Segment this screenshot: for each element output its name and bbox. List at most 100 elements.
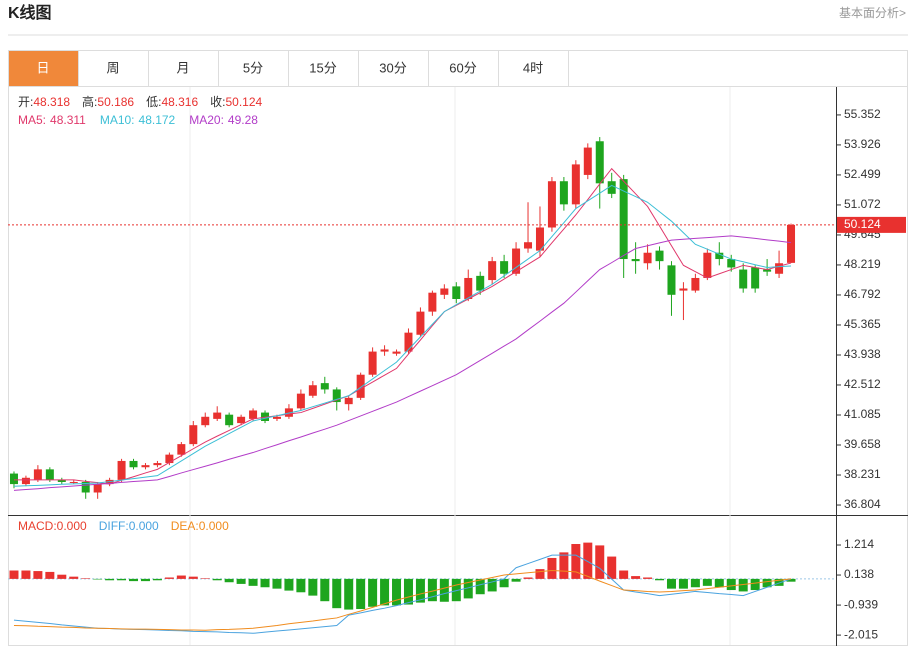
macd-bar [284, 578, 294, 591]
ohlc-value: 48.318 [33, 95, 70, 109]
candle-body [703, 252, 712, 278]
candle-body [679, 288, 688, 291]
candle-body [320, 383, 329, 390]
macd-bar [607, 556, 617, 579]
candle-body [392, 351, 401, 354]
macd-bar [188, 576, 198, 579]
macd-bar [33, 571, 43, 579]
macd-line [13, 554, 792, 634]
candle-body [117, 460, 126, 480]
y-tick-label: 52.499 [844, 167, 881, 181]
macd-bar [81, 578, 91, 579]
macd-bar [356, 578, 366, 610]
macd-bar [117, 578, 127, 581]
candle-body [547, 181, 556, 228]
ma-line [13, 184, 792, 487]
legend-value: 0.000 [199, 519, 229, 533]
candle-body [225, 414, 234, 426]
macd-bar [631, 576, 641, 579]
candle-body [332, 389, 341, 403]
legend-value: 49.28 [228, 113, 258, 127]
tab[interactable] [148, 50, 219, 87]
macd-bar [164, 577, 174, 579]
candle-body [177, 444, 186, 455]
candle-body [464, 277, 473, 300]
macd-bar [571, 544, 581, 579]
tab-label[interactable]: 周 [106, 60, 119, 75]
ohlc-label: 开: [18, 95, 33, 109]
y-tick-label: 42.512 [844, 377, 881, 391]
macd-bar [45, 571, 55, 579]
macd-bar [21, 570, 31, 579]
tab-label[interactable]: 30分 [379, 60, 406, 75]
macd-bar [762, 578, 772, 588]
tab[interactable] [288, 50, 359, 87]
candle-body [201, 416, 210, 426]
macd-bar [690, 578, 700, 588]
candle-body [416, 311, 425, 335]
tab-label[interactable]: 月 [176, 60, 189, 75]
macd-bar [212, 578, 222, 581]
tab[interactable] [498, 50, 569, 87]
candle-body [619, 179, 628, 260]
macd-bar [786, 578, 796, 582]
y-tick-label: 53.926 [844, 137, 881, 151]
widget-title: K线图 [8, 3, 52, 22]
macd-bar [344, 578, 354, 610]
legend-label: MA10: [100, 113, 135, 127]
macd-bar [93, 578, 103, 580]
y-tick-label: 0.138 [844, 567, 874, 581]
candle-body [775, 263, 784, 274]
candle-body [9, 473, 18, 485]
ohlc-label: 高: [82, 94, 97, 109]
ma-line [13, 235, 792, 491]
tab[interactable] [8, 50, 79, 87]
macd-bar [714, 578, 724, 588]
macd-bar [774, 578, 784, 586]
macd-bar [559, 552, 569, 579]
candle-body [45, 469, 54, 480]
tab[interactable] [218, 50, 289, 87]
macd-bar [57, 574, 67, 579]
y-tick-label: 46.792 [844, 287, 881, 301]
tab-label[interactable]: 5分 [243, 60, 263, 75]
candle-body [667, 265, 676, 295]
candle-body [404, 332, 413, 352]
candle-body [129, 460, 138, 468]
y-tick-label: -0.939 [844, 597, 878, 611]
candle-body [524, 242, 533, 249]
legend-label: DEA: [171, 519, 199, 533]
tab[interactable] [78, 50, 149, 87]
tab-label[interactable]: 60分 [449, 60, 476, 75]
tab-label[interactable]: 4时 [523, 60, 543, 75]
candle-body [476, 275, 485, 291]
candle-body [57, 479, 66, 482]
macd-bar [523, 577, 533, 579]
y-tick-label: 39.658 [844, 437, 881, 451]
candle-body [21, 477, 30, 485]
price-tag [837, 216, 906, 233]
candle-body [69, 481, 78, 483]
candle-body [93, 484, 102, 493]
macd-bar [750, 578, 760, 591]
macd-bar [726, 578, 736, 591]
tab[interactable] [358, 50, 429, 87]
candle-body [249, 410, 258, 419]
legend-label: MACD: [18, 519, 57, 533]
macd-bar [392, 578, 402, 606]
fundamental-link[interactable]: 基本面分析> [839, 6, 906, 20]
candle-body [380, 349, 389, 352]
candle-body [272, 416, 281, 419]
macd-bar [475, 578, 485, 595]
tab-label[interactable]: 15分 [309, 60, 336, 75]
macd-bar [296, 578, 306, 593]
macd-bar [451, 578, 461, 602]
macd-bar [224, 578, 234, 583]
y-tick-label: 41.085 [844, 407, 881, 421]
candle-body [595, 141, 604, 184]
tab-label[interactable]: 日 [36, 60, 49, 75]
candle-body [33, 469, 42, 480]
macd-bar [595, 545, 605, 579]
candle-body [237, 416, 246, 424]
macd-bar [487, 578, 497, 592]
